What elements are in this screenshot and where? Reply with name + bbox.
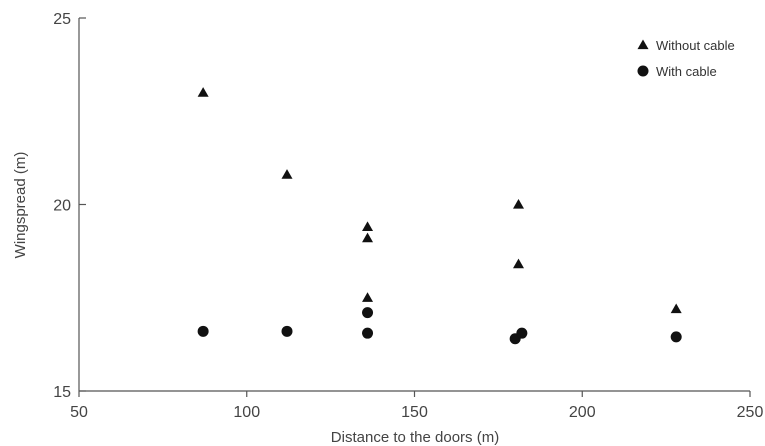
with-cable-point-5 xyxy=(516,327,528,339)
y-tick-label-15: 15 xyxy=(53,384,71,401)
ticks: 50 100 150 200 250 15 20 25 xyxy=(53,11,763,421)
x-tick-label-200: 200 xyxy=(569,404,596,421)
without-cable-point-2 xyxy=(362,221,374,232)
without-cable-point-1 xyxy=(281,169,293,179)
data-points xyxy=(197,87,682,345)
legend-marker-1 xyxy=(637,65,649,77)
x-tick-label-250: 250 xyxy=(737,404,764,421)
without-cable-point-4 xyxy=(362,292,374,302)
legend-marker-0 xyxy=(637,39,649,50)
x-tick-label-50: 50 xyxy=(70,404,88,421)
without-cable-point-6 xyxy=(513,258,525,269)
with-cable-point-2 xyxy=(362,307,374,319)
x-tick-label-100: 100 xyxy=(233,404,260,421)
legend: Without cable With cable xyxy=(637,38,735,79)
y-axis-label: Wingspread (m) xyxy=(12,152,29,259)
y-tick-label-20: 20 xyxy=(53,198,71,215)
without-cable-point-3 xyxy=(362,232,374,243)
y-tick-label-25: 25 xyxy=(53,11,71,28)
legend-label-0: Without cable xyxy=(656,38,735,53)
with-cable-point-6 xyxy=(670,331,682,343)
x-tick-label-150: 150 xyxy=(401,404,428,421)
without-cable-point-5 xyxy=(513,199,525,209)
with-cable-point-0 xyxy=(197,325,209,337)
without-cable-point-7 xyxy=(670,303,682,314)
with-cable-point-3 xyxy=(362,327,374,339)
with-cable-point-1 xyxy=(281,325,293,337)
axes xyxy=(78,18,750,392)
x-axis-label: Distance to the doors (m) xyxy=(331,429,499,446)
without-cable-point-0 xyxy=(197,87,209,97)
legend-label-1: With cable xyxy=(656,64,717,79)
